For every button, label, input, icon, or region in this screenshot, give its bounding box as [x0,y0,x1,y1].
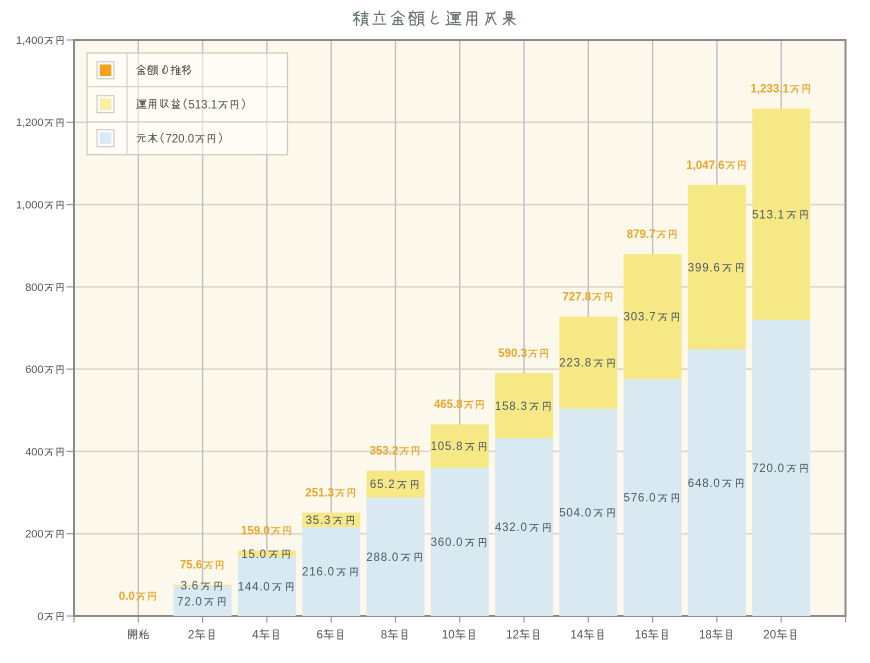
svg-text:14: 14 [570,630,583,642]
svg-text:399.6: 399.6 [688,262,721,274]
svg-text:8: 8 [381,630,387,642]
svg-text:1,047.6: 1,047.6 [686,160,724,172]
svg-text:12: 12 [506,630,519,642]
svg-text:513.1: 513.1 [188,99,217,111]
svg-text:20: 20 [763,630,776,642]
svg-text:158.3: 158.3 [495,401,528,413]
svg-text:465.8: 465.8 [434,399,463,411]
svg-text:590.3: 590.3 [498,348,527,360]
svg-text:360.0: 360.0 [431,537,464,549]
svg-text:648.0: 648.0 [688,478,721,490]
svg-text:200: 200 [25,529,43,541]
svg-text:720.0: 720.0 [752,463,785,475]
svg-text:1,400: 1,400 [16,35,44,47]
svg-text:35.3: 35.3 [306,515,332,527]
svg-text:0: 0 [37,611,43,623]
svg-text:72.0: 72.0 [177,596,203,608]
svg-text:303.7: 303.7 [624,312,657,324]
svg-text:15.0: 15.0 [241,549,267,561]
svg-text:10: 10 [442,630,455,642]
svg-text:353.2: 353.2 [370,446,399,458]
svg-text:727.8: 727.8 [562,291,591,303]
svg-text:800: 800 [25,282,43,294]
svg-text:216.0: 216.0 [302,567,335,579]
svg-text:576.0: 576.0 [624,493,657,505]
svg-text:6: 6 [317,630,323,642]
svg-text:75.6: 75.6 [180,560,202,572]
svg-text:2: 2 [188,630,194,642]
svg-text:288.0: 288.0 [366,552,399,564]
svg-text:3.6: 3.6 [181,581,199,593]
svg-text:1,233.1: 1,233.1 [751,83,790,95]
svg-text:251.3: 251.3 [305,487,334,499]
svg-text:0.0: 0.0 [119,591,135,603]
svg-text:223.8: 223.8 [559,358,592,370]
svg-text:513.1: 513.1 [752,209,785,221]
svg-text:504.0: 504.0 [559,507,592,519]
svg-text:18: 18 [699,630,712,642]
svg-text:720.0: 720.0 [165,133,194,145]
svg-text:16: 16 [635,630,648,642]
svg-text:879.7: 879.7 [627,229,656,241]
svg-text:144.0: 144.0 [238,582,271,594]
svg-text:400: 400 [25,446,43,458]
svg-text:105.8: 105.8 [431,441,464,453]
svg-text:159.0: 159.0 [241,525,270,537]
svg-text:1,000: 1,000 [16,200,44,212]
svg-text:600: 600 [25,364,43,376]
svg-text:1,200: 1,200 [16,117,44,129]
svg-text:432.0: 432.0 [495,522,528,534]
svg-text:4: 4 [252,630,259,642]
svg-text:65.2: 65.2 [370,479,396,491]
